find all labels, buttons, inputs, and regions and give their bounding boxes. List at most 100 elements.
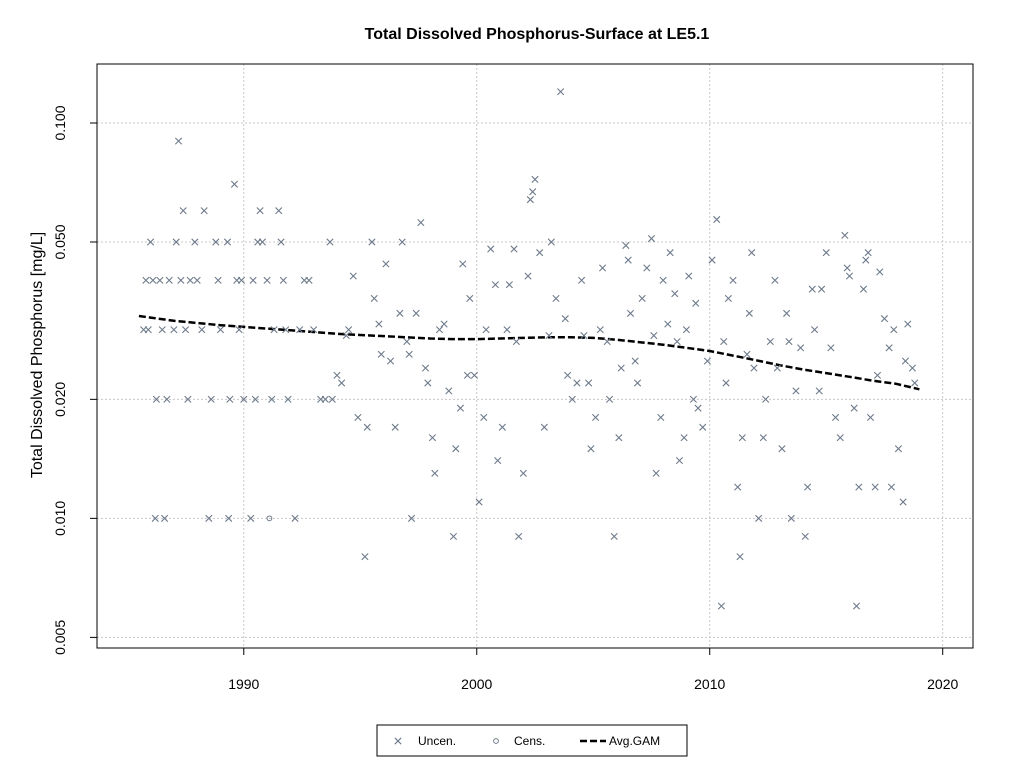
x-tick-label: 1990 <box>228 676 259 692</box>
uncen-point <box>724 294 732 303</box>
uncen-point <box>524 272 532 280</box>
legend-box <box>376 724 688 757</box>
uncen-point <box>659 276 667 284</box>
uncen-point <box>156 276 164 284</box>
uncen-point <box>270 326 278 334</box>
uncen-point <box>736 553 744 561</box>
uncen-point <box>685 272 693 280</box>
uncen-point <box>815 387 823 395</box>
uncen-point <box>482 326 490 334</box>
uncen-point <box>587 445 595 453</box>
uncen-point <box>151 514 159 522</box>
uncen-point <box>552 294 560 303</box>
uncen-point <box>258 238 267 246</box>
uncen-point <box>531 175 539 183</box>
uncen-point <box>142 276 150 284</box>
uncen-point <box>361 553 369 561</box>
uncen-point <box>827 344 835 352</box>
uncen-point <box>708 256 716 264</box>
uncen-point <box>817 285 826 293</box>
uncen-point <box>216 326 225 334</box>
uncen-point <box>326 238 334 246</box>
uncen-point <box>901 357 910 365</box>
uncen-point <box>773 364 781 372</box>
uncen-point <box>449 532 458 541</box>
uncen-point <box>887 483 896 491</box>
uncen-point <box>605 395 614 403</box>
uncen-point <box>466 294 474 303</box>
uncen-point <box>808 285 816 293</box>
uncen-point <box>368 238 376 246</box>
uncen-point <box>310 326 318 334</box>
uncen-point <box>503 326 511 334</box>
uncen-point <box>771 276 779 284</box>
uncen-point <box>778 445 786 453</box>
uncen-point <box>713 215 721 224</box>
uncen-point <box>843 264 851 272</box>
uncen-point <box>282 326 290 334</box>
uncen-point <box>305 276 313 284</box>
uncen-point <box>193 276 201 284</box>
uncen-point <box>529 188 537 196</box>
uncen-point <box>564 371 572 379</box>
uncen-point <box>146 238 155 246</box>
avg-gam-series <box>138 314 920 391</box>
legend-uncen-marker <box>394 737 402 745</box>
x-tick-label: 2010 <box>694 676 725 692</box>
uncen-point <box>247 514 255 522</box>
uncen-point <box>598 264 607 272</box>
uncen-point <box>205 514 213 522</box>
uncen-point <box>512 337 520 346</box>
uncen-point <box>722 379 730 387</box>
legend-label: Cens. <box>514 734 545 748</box>
uncen-point <box>845 272 854 280</box>
uncen-point <box>633 379 642 387</box>
uncen-point <box>382 260 390 268</box>
sample-points <box>140 88 919 610</box>
uncen-point <box>797 344 805 352</box>
uncen-point <box>720 337 728 346</box>
uncen-point <box>652 469 660 477</box>
uncen-point <box>160 514 169 522</box>
uncen-point <box>734 483 742 491</box>
uncen-point <box>841 231 849 239</box>
uncen-point <box>573 379 581 387</box>
uncen-point <box>256 207 264 215</box>
uncen-point <box>866 413 875 422</box>
uncen-point <box>463 371 472 379</box>
uncen-point <box>417 218 425 227</box>
uncen-point <box>911 379 919 387</box>
uncen-point <box>904 320 912 328</box>
plot-frame <box>96 63 974 649</box>
uncen-point <box>424 379 432 387</box>
uncen-point <box>226 395 234 403</box>
uncen-point <box>803 483 812 491</box>
uncen-point <box>396 309 404 317</box>
uncen-point <box>342 331 350 340</box>
uncen-point <box>545 331 553 340</box>
uncen-point <box>617 364 625 372</box>
uncen-point <box>163 395 171 403</box>
uncen-point <box>526 196 534 204</box>
uncen-point <box>456 404 465 412</box>
uncen-point <box>172 238 180 246</box>
uncen-point <box>240 395 248 403</box>
uncen-point <box>568 395 576 403</box>
uncen-point <box>277 238 285 246</box>
uncen-point <box>743 350 751 358</box>
uncen-point <box>759 434 767 442</box>
y-tick-label: 0.100 <box>52 105 68 140</box>
uncen-point <box>689 395 698 403</box>
y-tick-label: 0.005 <box>52 620 68 655</box>
uncen-point <box>626 309 635 317</box>
uncen-point <box>407 514 416 522</box>
uncen-point <box>386 357 395 365</box>
uncen-point <box>510 245 518 253</box>
uncen-point <box>584 379 593 387</box>
legend-label: Avg.GAM <box>609 734 660 748</box>
uncen-point <box>557 88 565 96</box>
uncen-point <box>398 238 406 246</box>
uncen-point <box>745 309 753 317</box>
uncen-point <box>268 395 276 403</box>
uncen-point <box>158 326 166 334</box>
